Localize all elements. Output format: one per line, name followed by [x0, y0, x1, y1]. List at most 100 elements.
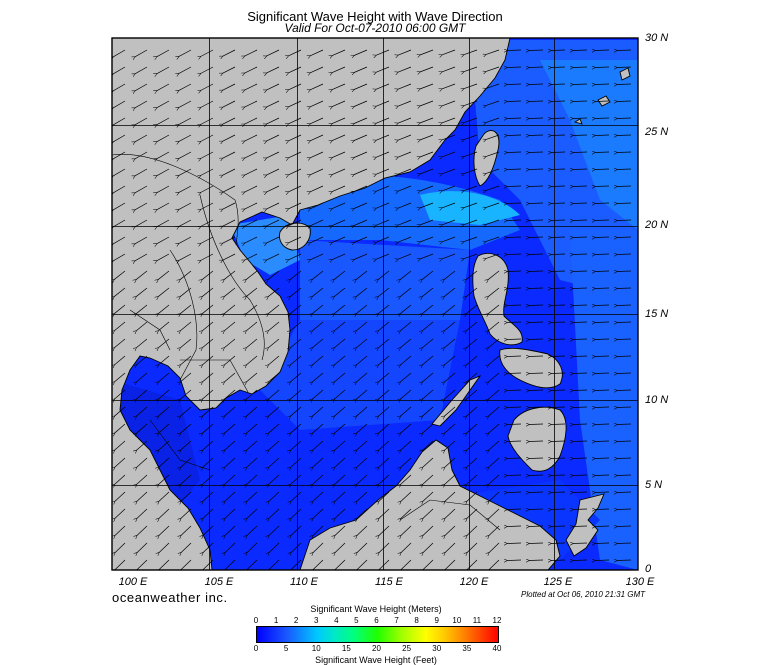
wave-arrow — [378, 372, 390, 382]
wave-arrow — [617, 50, 632, 51]
wave-arrow — [595, 169, 610, 170]
wave-arrow — [467, 440, 478, 450]
wave-arrow — [179, 236, 192, 244]
wave-arrow — [617, 356, 632, 357]
wave-arrow — [354, 49, 368, 56]
wave-arrow — [137, 423, 148, 433]
wave-arrow — [310, 49, 324, 56]
wave-arrow — [180, 287, 192, 297]
wave-arrow — [486, 117, 500, 123]
wave-arrow — [246, 270, 258, 280]
wave-arrow — [376, 134, 390, 140]
colorbar-tick-feet: 35 — [462, 644, 472, 653]
wave-arrow — [378, 304, 390, 314]
wave-arrow — [158, 372, 170, 382]
wave-arrow — [203, 457, 214, 467]
wave-arrow — [158, 406, 170, 416]
wave-arrow — [357, 423, 368, 433]
wave-arrow — [551, 441, 566, 442]
wave-arrow — [551, 560, 566, 561]
wave-arrow — [135, 83, 148, 91]
wave-arrow — [332, 100, 346, 107]
wave-arrow — [378, 389, 390, 399]
wave-arrow — [224, 338, 236, 348]
wave-arrow — [551, 373, 566, 374]
wave-arrow — [464, 202, 478, 208]
wave-arrow — [573, 322, 588, 323]
wave-arrow — [464, 253, 478, 259]
wave-arrow — [135, 219, 148, 227]
wave-arrow — [114, 355, 126, 365]
wave-arrow — [507, 492, 522, 493]
wave-arrow — [137, 457, 148, 467]
wave-arrow — [244, 168, 258, 175]
wave-arrow — [423, 542, 434, 553]
wave-arrow — [247, 440, 258, 450]
wave-arrow — [244, 253, 258, 260]
wave-arrow — [179, 185, 192, 193]
wave-arrow — [486, 66, 500, 72]
wave-arrow — [442, 236, 456, 242]
wave-arrow — [223, 236, 236, 243]
wave-arrow — [313, 559, 324, 570]
wave-arrow — [203, 491, 214, 502]
wave-arrow — [467, 457, 478, 467]
wave-arrow — [268, 389, 280, 399]
wave-arrow — [507, 237, 522, 238]
wave-arrow — [617, 135, 632, 136]
wave-arrow — [422, 389, 434, 399]
wave-arrow — [224, 287, 236, 297]
wave-arrow — [617, 186, 632, 187]
wave-arrow — [332, 151, 346, 158]
wave-arrow — [313, 525, 324, 536]
wave-arrow — [573, 169, 588, 170]
wave-arrow — [551, 84, 566, 85]
colorbar-tick-feet: 20 — [372, 644, 381, 653]
wave-arrow — [379, 423, 390, 433]
wave-arrow — [137, 508, 148, 519]
wave-arrow — [113, 168, 126, 176]
wave-arrow — [223, 49, 236, 56]
wave-arrow — [115, 474, 126, 484]
wave-arrow — [444, 372, 456, 382]
wave-arrow — [266, 202, 280, 209]
wave-arrow — [617, 101, 632, 102]
wave-arrow — [244, 185, 258, 192]
wave-arrow — [335, 440, 346, 450]
wave-arrow — [551, 67, 566, 68]
wave-arrow — [288, 151, 302, 158]
wave-arrow — [488, 372, 500, 382]
wave-arrow — [269, 491, 280, 502]
wave-arrow — [376, 117, 390, 123]
wave-arrow — [135, 100, 148, 108]
wave-arrow — [573, 475, 588, 476]
wave-arrow — [332, 185, 346, 192]
wave-arrow — [529, 322, 544, 323]
colorbar-tick-meters: 12 — [492, 616, 502, 625]
wave-arrow — [400, 406, 412, 416]
wave-arrow — [445, 440, 456, 450]
wave-arrow — [400, 389, 412, 399]
wave-arrow — [290, 372, 302, 382]
wave-arrow — [113, 83, 126, 91]
wave-arrow — [266, 236, 280, 243]
wave-arrow — [157, 236, 170, 244]
wave-arrow — [445, 525, 456, 536]
wave-arrow — [422, 338, 434, 348]
wave-arrow — [489, 474, 500, 484]
colorbar-tick-meters: 4 — [334, 616, 339, 625]
wave-arrow — [114, 389, 126, 399]
palawan-island — [431, 375, 482, 427]
wave-arrow — [310, 66, 324, 73]
wave-arrow — [529, 271, 544, 272]
wave-arrow — [507, 509, 522, 510]
wave-arrow — [224, 321, 236, 331]
wave-arrow — [507, 271, 522, 272]
wave-arrow — [489, 457, 500, 467]
wave-arrow — [290, 304, 302, 314]
wave-arrow — [529, 509, 544, 510]
wave-arrow — [354, 168, 368, 175]
wave-arrow — [354, 236, 368, 243]
wave-arrow — [136, 321, 148, 331]
wave-arrow — [113, 151, 126, 159]
